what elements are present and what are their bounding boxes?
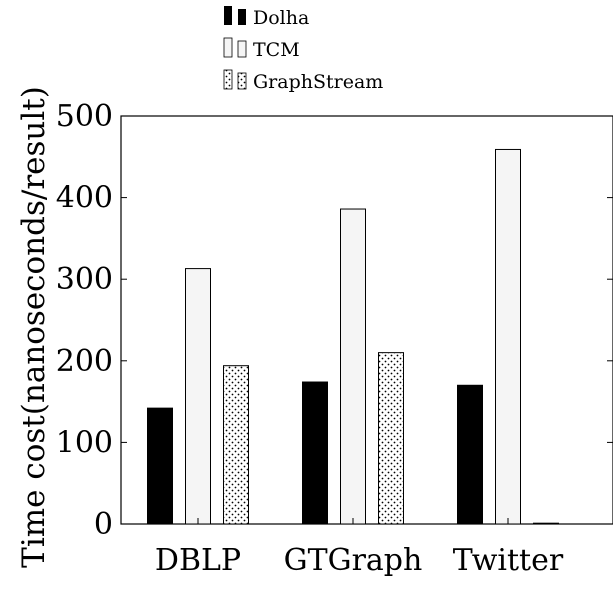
- x-category-label-dblp: DBLP: [155, 543, 241, 578]
- y-tick-label-500: 500: [56, 99, 113, 134]
- legend-label-graphstream: GraphStream: [253, 71, 383, 93]
- bar-dolha-twitter: [457, 384, 483, 525]
- legend-swatch-dolha: [224, 6, 232, 25]
- y-tick-label-200: 200: [56, 344, 113, 379]
- bars: [147, 148, 559, 525]
- x-category-label-twitter: Twitter: [453, 543, 564, 578]
- y-tick-label-100: 100: [56, 425, 113, 460]
- bar-tcm-dblp: [185, 268, 211, 525]
- legend-swatch-graphstream: [223, 69, 233, 90]
- y-tick-label-300: 300: [56, 262, 113, 297]
- bar-graphstream-dblp: [223, 365, 249, 525]
- plot-frame: [120, 115, 613, 525]
- y-axis-ticks: 0 100 200 300 400 500: [56, 99, 613, 542]
- legend-swatch-tcm: [223, 37, 233, 58]
- bar-dolha-dblp: [147, 407, 173, 525]
- x-axis-categories: DBLP GTGraph Twitter: [155, 518, 564, 578]
- y-tick-label-0: 0: [94, 507, 113, 542]
- bar-tcm-twitter: [495, 148, 521, 525]
- legend-label-dolha: Dolha: [253, 7, 309, 29]
- legend-swatch-tcm-2: [237, 40, 247, 58]
- legend: Dolha TCM GraphStream: [223, 6, 383, 93]
- bar-graphstream-gtgraph: [378, 352, 404, 525]
- bar-graphstream-twitter: [533, 522, 559, 525]
- legend-swatch-dolha-2: [238, 9, 246, 25]
- legend-swatch-graphstream-2: [237, 72, 247, 90]
- x-category-label-gtgraph: GTGraph: [284, 543, 423, 578]
- bar-dolha-gtgraph: [302, 381, 328, 525]
- y-tick-label-400: 400: [56, 181, 113, 216]
- bar-tcm-gtgraph: [340, 208, 366, 525]
- y-axis-label: Time cost(nanoseconds/result): [16, 86, 52, 568]
- legend-label-tcm: TCM: [253, 39, 300, 61]
